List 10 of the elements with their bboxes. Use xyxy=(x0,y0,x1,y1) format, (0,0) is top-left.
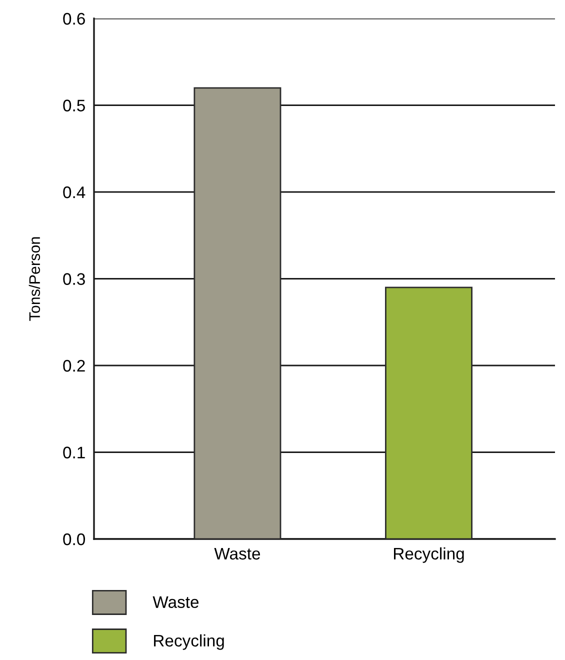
y-tick-label: 0.1 xyxy=(63,446,85,458)
y-tick-label: 0.3 xyxy=(63,273,85,285)
y-tick-label: 0.5 xyxy=(63,100,85,112)
y-axis-title: Tons/Person xyxy=(28,237,40,321)
legend-label: Waste xyxy=(152,596,199,608)
y-tick-label: 0.6 xyxy=(63,12,85,25)
legend-label: Recycling xyxy=(154,634,224,650)
y-tick-label: 0.4 xyxy=(63,186,86,198)
y-tick-label: 0.2 xyxy=(63,360,85,372)
y-tick-label: 0.0 xyxy=(63,533,86,546)
